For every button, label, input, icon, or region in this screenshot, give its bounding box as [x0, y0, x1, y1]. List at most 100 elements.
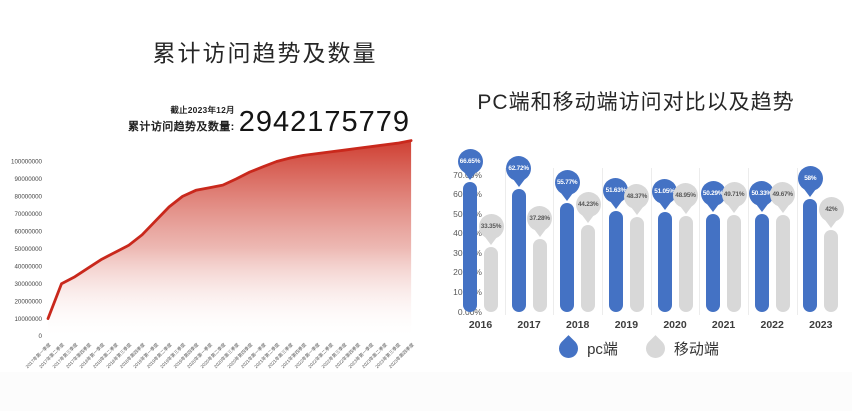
right-chart-title: PC端和移动端访问对比以及趋势 [477, 91, 795, 114]
pc-bar-2022[interactable] [754, 213, 769, 312]
mobile-bar-2021[interactable] [727, 214, 742, 312]
left-y-tick: 100000000 [11, 159, 43, 166]
value-bubble-2023-pc: 58% [797, 165, 823, 199]
pc-bar-2018[interactable] [560, 202, 575, 312]
legend-label-pc: pc端 [587, 341, 618, 358]
value-bubble-2021-mobile: 49.71% [721, 181, 747, 215]
year-label-2023: 2023 [809, 319, 833, 331]
value-bubble-2017-pc: 62.72% [506, 156, 532, 189]
mobile-bar-2023[interactable] [824, 229, 839, 312]
stat-value: 2942175779 [238, 106, 410, 138]
bubble-tail [728, 204, 741, 213]
bubble-tail [582, 215, 595, 224]
bubble-tail [679, 206, 692, 215]
pc-bar-2017[interactable] [511, 189, 526, 312]
year-label-2019: 2019 [614, 319, 639, 331]
value-bubble-2018-mobile: 44.23% [575, 192, 601, 225]
year-label-2017: 2017 [517, 319, 541, 331]
value-bubble-2022-mobile: 49.67% [770, 181, 796, 215]
left-y-tick: 10000000 [14, 316, 42, 323]
bubble-tail [533, 229, 546, 237]
left-y-tick: 20000000 [14, 298, 42, 305]
bubble-value-label: 49.67% [770, 181, 796, 207]
bubble-tail [755, 203, 768, 212]
cumulative-stat: 截止2023年12月 累计访问趋势及数量: 2942175779 [128, 104, 410, 137]
left-y-tick: 40000000 [14, 263, 42, 270]
bubble-tail [464, 171, 476, 180]
left-y-tick: 90000000 [14, 176, 42, 183]
mobile-bar-2016[interactable] [484, 246, 498, 312]
year-label-2021: 2021 [711, 319, 736, 331]
bubble-value-label: 50.33% [749, 180, 775, 206]
trend-line [46, 139, 413, 321]
value-bubble-2021-pc: 50.29% [700, 180, 726, 214]
bubble-value-label: 48.95% [673, 183, 698, 209]
group-separator [796, 168, 798, 315]
group-separator [553, 168, 555, 315]
value-bubble-2016-pc: 66.65% [457, 148, 483, 182]
year-label-2018: 2018 [566, 319, 590, 331]
bubble-value-label: 51.63% [603, 178, 629, 203]
year-label-2020: 2020 [663, 319, 687, 331]
pc-legend-icon [555, 335, 582, 362]
value-bubble-2018-pc: 55.77% [554, 169, 580, 203]
left-y-tick: 50000000 [14, 246, 42, 253]
bubble-tail [804, 188, 817, 197]
footer-band [0, 372, 852, 411]
bubble-tail [707, 203, 720, 212]
value-bubble-2019-pc: 51.63% [603, 178, 629, 211]
left-y-tick: 0 [39, 333, 43, 340]
left-y-tick: 70000000 [14, 211, 42, 218]
bubble-tail [776, 204, 789, 213]
group-separator [650, 168, 652, 315]
pc-bar-2019[interactable] [608, 211, 623, 312]
stat-note: 截止2023年12月 [170, 105, 235, 115]
area-chart-plot[interactable]: 0 10000000 20000000 30000000 40000000 5000000… [4, 136, 424, 386]
bubble-value-label: 62.72% [506, 156, 532, 182]
group-separator [699, 168, 701, 315]
left-chart-title: 累计访问趋势及数量 [152, 40, 378, 66]
pc-bar-2023[interactable] [803, 198, 818, 312]
left-y-tick: 30000000 [14, 281, 42, 288]
bubble-value-label: 66.65% [457, 148, 483, 174]
left-y-tick: 60000000 [14, 229, 42, 236]
value-bubble-2020-pc: 51.05% [652, 179, 677, 212]
value-bubble-2022-pc: 50.33% [749, 180, 775, 214]
bubble-value-label: 55.77% [554, 169, 580, 195]
bubble-value-label: 48.37% [624, 184, 650, 210]
group-separator [504, 168, 506, 315]
legend-item-mobile[interactable]: 移动端 [641, 335, 719, 362]
pc-bar-2016[interactable] [463, 181, 477, 312]
legend-label-mobile: 移动端 [673, 341, 719, 358]
bubble-value-label: 33.35% [478, 213, 504, 239]
mobile-bar-2022[interactable] [775, 214, 790, 312]
bubble-tail [825, 219, 838, 228]
year-label-2022: 2022 [760, 319, 784, 331]
mobile-bar-2020[interactable] [678, 216, 693, 312]
mobile-bar-2018[interactable] [581, 225, 596, 312]
value-bubble-2020-mobile: 48.95% [673, 183, 698, 216]
mobile-legend-icon [641, 335, 669, 362]
value-bubble-2016-mobile: 33.35% [478, 213, 504, 247]
left-y-tick: 80000000 [14, 194, 42, 201]
pc-bar-2020[interactable] [657, 212, 672, 312]
stat-label: 累计访问趋势及数量: [128, 121, 235, 133]
bubble-value-label: 44.23% [575, 192, 601, 218]
bubble-value-label: 50.29% [700, 180, 726, 206]
value-bubble-2023-mobile: 42% [818, 196, 844, 230]
mobile-bar-2019[interactable] [629, 217, 644, 312]
chart-legend: pc端 移动端 [426, 335, 852, 362]
area-fill [48, 140, 412, 336]
legend-item-pc[interactable]: pc端 [555, 335, 618, 362]
bubble-tail [485, 236, 497, 245]
group-separator [747, 168, 749, 315]
bubble-tail [658, 202, 671, 211]
bubble-tail [630, 207, 643, 216]
bubble-value-label: 58% [797, 165, 823, 191]
mobile-bar-2017[interactable] [532, 239, 547, 312]
bubble-tail [561, 192, 574, 201]
bubble-value-label: 49.71% [721, 181, 747, 207]
value-bubble-2017-mobile: 37.28% [527, 206, 553, 239]
pc-bar-2021[interactable] [706, 213, 721, 312]
